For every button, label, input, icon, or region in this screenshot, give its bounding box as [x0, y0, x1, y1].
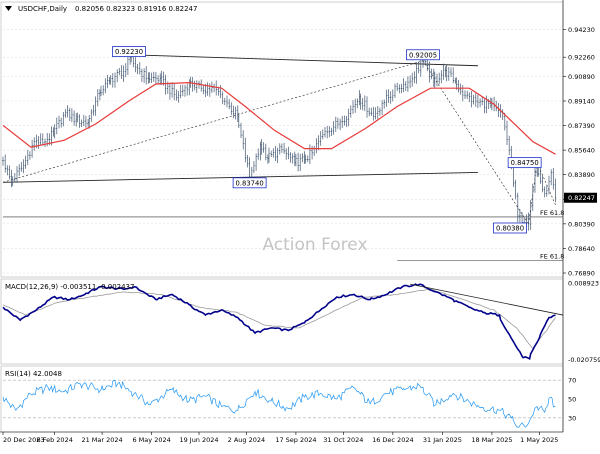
fib-extension-label: FE 61.8 — [540, 209, 564, 217]
current-price-label: 0.82247 — [568, 194, 595, 202]
time-axis-label: 1 May 2025 — [520, 436, 558, 444]
dashed-trendline — [2, 60, 424, 183]
price-annotation-box — [112, 46, 146, 58]
price-axis-label: 0.92260 — [568, 54, 595, 62]
time-axis-label: 2 Aug 2024 — [228, 436, 266, 444]
time-axis-label: 19 Jun 2024 — [179, 436, 218, 444]
price-axis-label: 0.89140 — [568, 97, 595, 105]
rsi-axis-label: 30 — [568, 414, 576, 422]
moving-average-line — [2, 81, 556, 155]
macd-axis-label: 0.008923 — [568, 280, 599, 288]
price-axis-label: 0.80390 — [568, 220, 595, 228]
fib-extension-label: FE 61.8 — [540, 253, 564, 261]
price-annotation-box — [232, 177, 267, 189]
price-annotation-label: 0.83740 — [236, 179, 264, 187]
price-axis-label: 0.85640 — [568, 147, 595, 155]
time-axis-label: 18 Mar 2025 — [471, 436, 512, 444]
time-axis-label: 20 Dec 2023 — [3, 436, 45, 444]
price-panel: FE 61.8 FE 61.8 0.92230 0.83740 0.92005 0.847… — [2, 46, 564, 261]
rsi-panel-title: RSI(14) 42.0048 — [5, 370, 62, 378]
trendline — [2, 172, 478, 183]
macd-trendline — [409, 283, 564, 316]
price-annotation-box — [406, 49, 440, 61]
macd-line — [2, 283, 556, 360]
time-axis-label: 16 Dec 2024 — [372, 436, 414, 444]
time-axis-label: 31 Oct 2024 — [323, 436, 363, 444]
panel-frame — [0, 365, 564, 433]
panel-headers: USDCHF,Daily 0.82056 0.82323 0.81916 0.8… — [5, 5, 197, 378]
rsi-line — [2, 379, 556, 428]
rsi-panel — [2, 379, 556, 428]
macd-panel-title: MACD(12,26,9) -0.003511 -0.002437 — [5, 283, 134, 291]
price-axis-label: 0.76890 — [568, 270, 595, 278]
price-annotation-label: 0.84750 — [511, 159, 539, 167]
price-annotation-label: 0.80380 — [496, 224, 524, 232]
time-axis-label: 6 Feb 2024 — [37, 436, 73, 444]
time-axis-label: 31 Jan 2025 — [423, 436, 462, 444]
panel-frame — [0, 278, 564, 365]
watermark: Action Forex — [262, 235, 367, 255]
rsi-axis-label: 70 — [568, 377, 576, 385]
price-annotation-label: 0.92005 — [409, 51, 437, 59]
price-annotation-box — [507, 157, 542, 169]
dashed-trendline — [536, 162, 556, 205]
price-axis-label: 0.94230 — [568, 26, 595, 34]
price-axis-label: 0.90890 — [568, 73, 595, 81]
axes: 0.94230 0.92260 0.90890 0.89140 0.87390 0.856… — [0, 0, 600, 444]
macd-axis-label: -0.020759 — [568, 356, 600, 364]
ohlc-readout: 0.82056 0.82323 0.81916 0.82247 — [75, 5, 197, 13]
price-axis-label: 0.87390 — [568, 122, 595, 130]
price-axis-label: 0.83890 — [568, 171, 595, 179]
price-annotation-label: 0.92230 — [115, 48, 143, 56]
time-axis-label: 6 May 2024 — [132, 436, 170, 444]
collapse-arrow-icon[interactable] — [5, 6, 12, 11]
current-price-tag — [564, 192, 597, 203]
price-panel-title: USDCHF,Daily — [18, 5, 67, 13]
time-axis-label: 21 Mar 2024 — [81, 436, 122, 444]
time-axis-label: 17 Sep 2024 — [275, 436, 316, 444]
macd-panel — [2, 283, 564, 360]
price-annotation-box — [493, 222, 527, 234]
rsi-axis-label: 50 — [568, 396, 576, 404]
grid — [3, 29, 563, 419]
price-bars — [2, 51, 557, 231]
macd-signal-line — [2, 288, 556, 350]
price-axis-label: 0.78640 — [568, 245, 595, 253]
